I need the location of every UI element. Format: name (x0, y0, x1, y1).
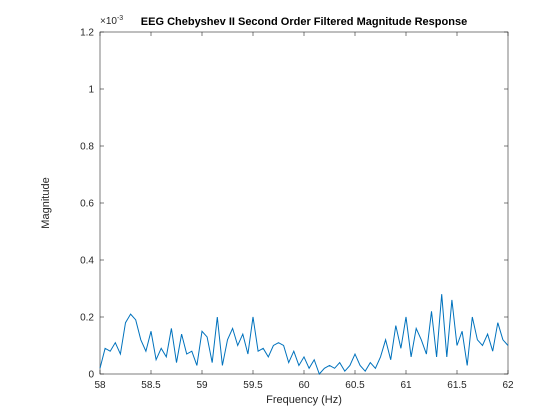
y-multiplier: ×10-3 (100, 15, 123, 27)
y-tick-label: 1.2 (80, 28, 94, 39)
x-axis-label: Frequency (Hz) (266, 394, 342, 406)
x-tick-label: 58.5 (141, 380, 161, 391)
y-tick-label: 0.2 (80, 313, 94, 324)
y-tick-label: 0.6 (80, 199, 94, 210)
y-tick-label: 0.4 (80, 256, 94, 267)
x-tick-label: 59 (196, 380, 208, 391)
y-tick-label: 0 (88, 370, 94, 381)
x-tick-label: 58 (94, 380, 106, 391)
chart-title: EEG Chebyshev II Second Order Filtered M… (141, 16, 467, 28)
y-tick-label: 0.8 (80, 142, 94, 153)
x-tick-label: 60.5 (345, 380, 365, 391)
x-tick-label: 59.5 (243, 380, 263, 391)
x-tick-label: 61.5 (447, 380, 467, 391)
y-axis-label: Magnitude (40, 177, 52, 228)
y-tick-label: 1 (88, 85, 94, 96)
data-line (99, 294, 509, 375)
x-tick-label: 61 (400, 380, 412, 391)
plot-box (99, 31, 509, 375)
multiplier-exponent: -3 (117, 15, 123, 22)
x-tick-label: 62 (502, 380, 514, 391)
multiplier-base: ×10 (100, 16, 117, 27)
x-tick-label: 60 (298, 380, 310, 391)
